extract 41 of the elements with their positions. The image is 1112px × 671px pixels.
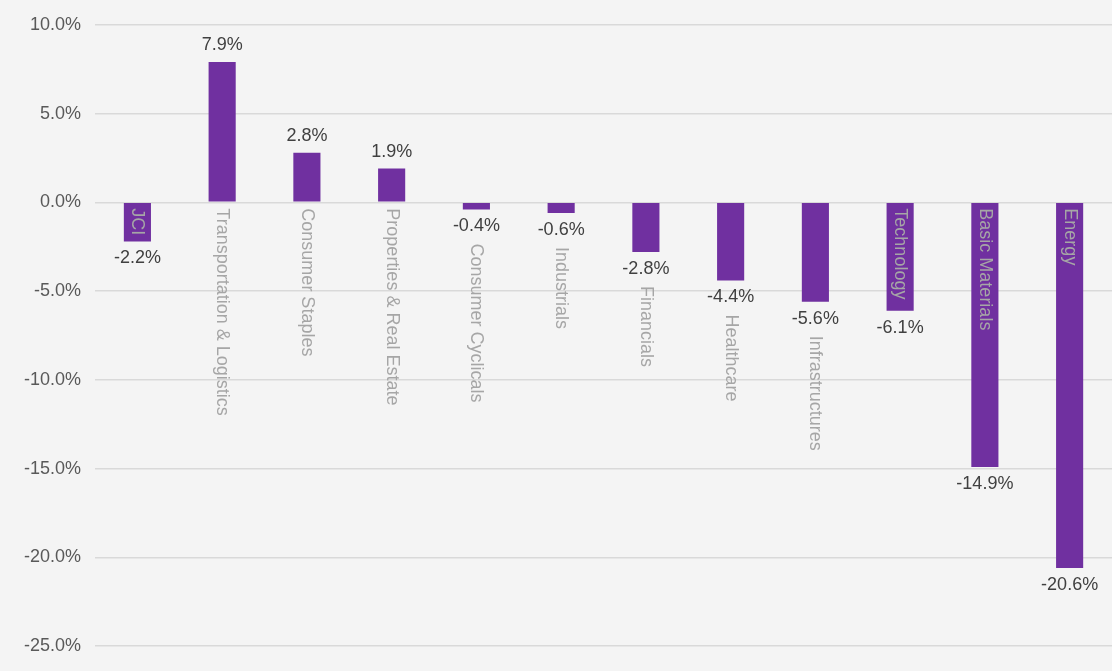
bar — [547, 203, 575, 213]
bar — [801, 203, 829, 302]
y-tick-label: 0.0% — [40, 191, 82, 212]
data-label: 1.9% — [371, 140, 413, 161]
x-tick-label: Infrastructures — [806, 335, 827, 451]
data-label: -2.2% — [113, 247, 161, 268]
bar — [378, 168, 406, 202]
y-tick-label: 5.0% — [40, 102, 82, 123]
data-label: -2.8% — [622, 258, 670, 279]
x-tick-label: Consumer Cyclicals — [467, 243, 488, 403]
data-label: -6.1% — [876, 316, 924, 337]
x-tick-label: Properties & Real Estate — [382, 208, 403, 406]
x-tick-label: JCI — [128, 208, 149, 236]
x-tick-label: Consumer Staples — [297, 208, 318, 357]
data-label: -5.6% — [791, 307, 839, 328]
x-tick-label: Industrials — [552, 247, 573, 330]
x-tick-label: Technology — [891, 208, 912, 300]
data-label: -14.9% — [956, 472, 1014, 493]
x-tick-label: Energy — [1060, 208, 1081, 266]
data-label: -4.4% — [707, 286, 755, 307]
x-tick-label: Healthcare — [721, 314, 742, 402]
data-label: -0.6% — [537, 218, 585, 239]
data-label: 2.8% — [286, 124, 328, 145]
bar — [717, 203, 745, 281]
x-tick-label: Financials — [636, 286, 657, 368]
y-tick-label: -15.0% — [23, 457, 82, 478]
bar — [632, 203, 660, 253]
y-tick-label: -5.0% — [34, 280, 82, 301]
x-tick-label: Transportation & Logistics — [213, 208, 234, 416]
bar — [293, 152, 321, 202]
bar — [208, 62, 236, 202]
bar — [1056, 203, 1084, 569]
y-tick-label: -25.0% — [23, 635, 82, 656]
y-tick-label: -20.0% — [23, 546, 82, 567]
bar — [462, 203, 490, 210]
y-tick-label: 10.0% — [29, 13, 82, 34]
data-label: -0.4% — [452, 215, 500, 236]
data-label: 7.9% — [201, 34, 243, 55]
data-label: -20.6% — [1041, 574, 1099, 595]
y-tick-label: -10.0% — [23, 368, 82, 389]
x-tick-label: Basic Materials — [975, 208, 996, 331]
